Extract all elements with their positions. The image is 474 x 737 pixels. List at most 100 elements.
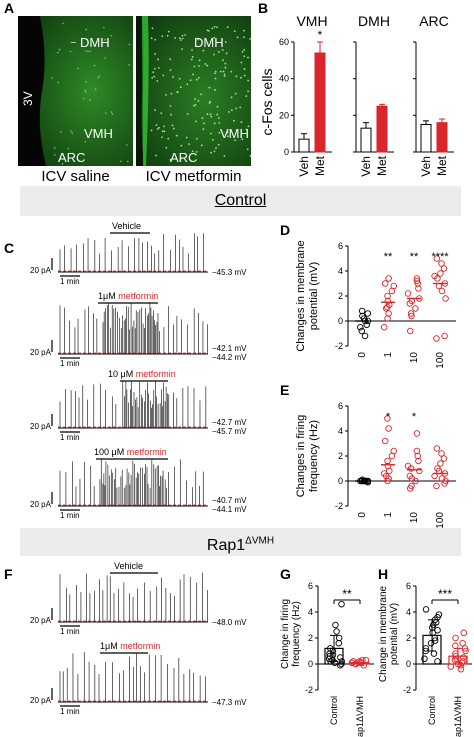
data-point [380, 470, 388, 477]
trace-svg [58, 652, 208, 703]
dose-text: 10 μM [108, 369, 136, 379]
data-point [358, 307, 366, 315]
chart-e-svg: Changes in firing frequency (Hz) -2 0 2 4 6 0 * 1… [295, 401, 456, 529]
voltage-label: −45.3 mV [212, 268, 247, 277]
trace-group: 1μM metformin −47.3 mV 1 min [51, 641, 308, 732]
cell-dot [154, 53, 157, 55]
cell-dot [211, 27, 214, 30]
data-point [434, 626, 441, 634]
cell-dot [214, 70, 217, 73]
x-tick-label: 1 [383, 352, 394, 358]
cell-dot [213, 122, 216, 125]
cell-dot [160, 112, 163, 115]
cell-dot [216, 113, 219, 116]
cell-dot [202, 49, 205, 52]
x-tick-label: 1 [383, 512, 394, 518]
cell-dot [156, 128, 159, 130]
cell-dot [208, 102, 211, 104]
data-point [462, 647, 469, 655]
cell-dot [217, 143, 220, 146]
cell-dot [245, 95, 248, 97]
voltage-label: −48.0 mV [212, 618, 247, 627]
cell-dot [85, 50, 87, 52]
y-tick-label: 2 [308, 633, 313, 643]
cell-dot [223, 75, 226, 78]
data-point [440, 265, 448, 272]
data-point [336, 662, 344, 669]
data-point [348, 659, 356, 666]
x-tick-label: Rap1ΔVMH [355, 696, 365, 737]
cell-dot [206, 113, 209, 116]
data-point [384, 292, 391, 300]
data-point [461, 645, 469, 652]
cell-dot [181, 37, 184, 40]
cell-dot [225, 52, 228, 55]
data-point [438, 475, 446, 482]
data-point [363, 321, 370, 328]
x-tick-label: Met [435, 155, 449, 176]
scale-bar-current-label: 20 pA [30, 696, 51, 705]
cell-dot [176, 91, 179, 94]
scale-bar-svg [51, 492, 53, 504]
cell-dot [243, 68, 246, 70]
data-point [381, 437, 389, 445]
cell-dot [218, 122, 221, 124]
cell-dot [223, 73, 226, 76]
cell-dot [206, 64, 209, 67]
cell-dot [178, 37, 181, 39]
data-point [404, 290, 412, 297]
cell-dot [213, 25, 216, 28]
data-point [390, 282, 398, 290]
data-point [433, 445, 441, 452]
cell-dot [215, 147, 217, 149]
significance-label: * [318, 28, 323, 42]
y-axis-label: Changes in membrane [295, 240, 307, 351]
x-tick-label: Rap1ΔVMH [453, 696, 463, 737]
cell-dot [150, 37, 153, 40]
data-point [361, 332, 369, 340]
cell-dot [51, 77, 53, 79]
cell-dot [195, 78, 198, 81]
data-point [407, 310, 415, 317]
voltage-label: −47.3 mV [212, 698, 247, 707]
trace-group: 100 μM metformin −40.7 mV −44.1 mV 1 min [51, 447, 308, 536]
cell-dot [155, 154, 157, 157]
y-tick-label: -2 [305, 685, 313, 695]
cell-dot [154, 38, 157, 41]
chart-b: c-Fos cells VMH 0 20 40 60 Veh * Met DMH Veh Met ARC… [258, 10, 470, 190]
cell-dot [246, 148, 249, 151]
cell-dot [204, 63, 207, 65]
cell-dot [223, 154, 226, 157]
cell-dot [193, 65, 196, 68]
cell-dot [236, 36, 239, 39]
data-point [413, 275, 421, 282]
x-tick-label: Met [375, 155, 389, 176]
cell-dot [128, 43, 131, 46]
cell-dot [219, 70, 222, 73]
chart-g-svg: Change in firing frequency (Hz) -2 0 2 4 6 Cont… [280, 581, 374, 737]
scale-bar-svg [51, 688, 53, 700]
scale-bar-current-label: 20 pA [30, 348, 51, 357]
cell-dot [57, 51, 59, 54]
x-tick-label: 10 [409, 352, 420, 364]
scale-bar-time-label: 1 min [60, 511, 80, 520]
voltage-label: −42.7 mV [212, 418, 247, 427]
cell-dot [53, 147, 56, 149]
cell-dot [94, 88, 97, 90]
data-point [438, 287, 446, 295]
trace-group: 1μM metformin −42.1 mV −44.2 mV 1 min [51, 291, 308, 384]
cell-dot [191, 49, 193, 51]
data-point [460, 629, 468, 637]
drug-text: Vehicle [112, 221, 142, 231]
cell-dot [202, 128, 205, 131]
data-point [414, 452, 422, 460]
data-point [415, 457, 422, 465]
voltage-label: −40.7 mV [212, 496, 247, 505]
cell-dot [202, 122, 205, 125]
bar [420, 124, 432, 153]
cell-dot [197, 38, 200, 41]
cell-dot [61, 163, 64, 165]
cell-dot [157, 66, 160, 69]
cell-dot [85, 81, 88, 83]
cell-dot [247, 56, 249, 59]
